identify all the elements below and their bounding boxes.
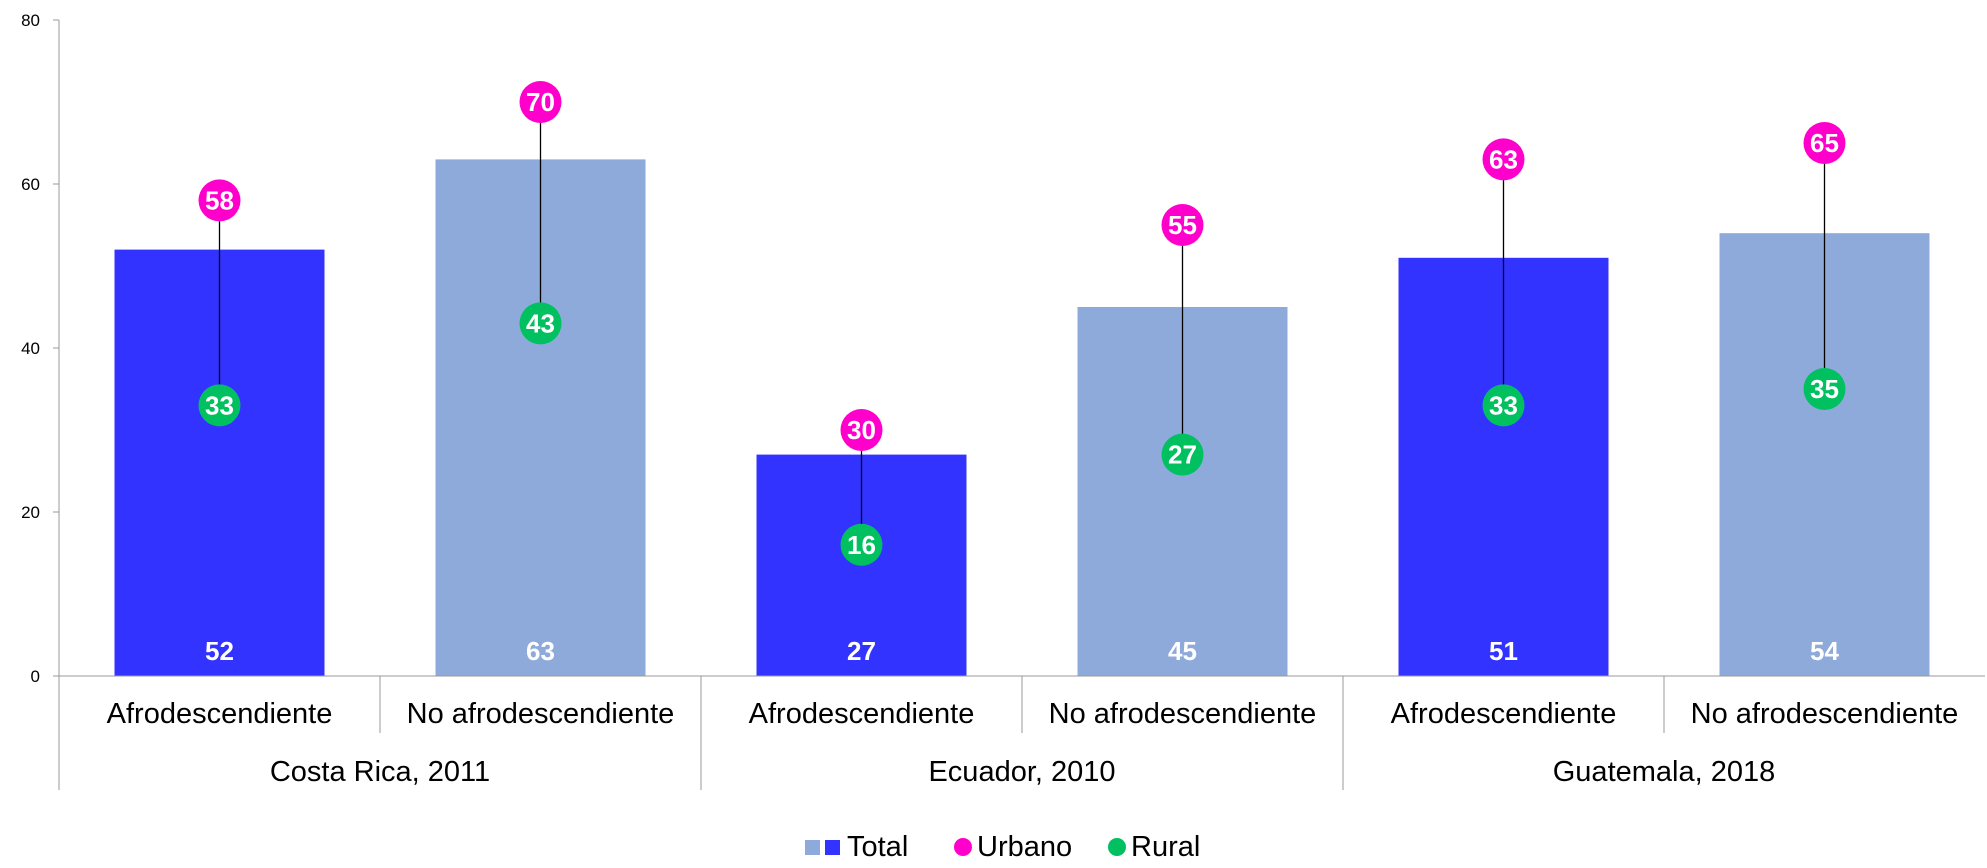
group-label: Costa Rica, 2011 [270, 756, 490, 788]
rural-point [519, 302, 562, 345]
urbano-point [1161, 204, 1204, 246]
urbano-point-label: 63 [1489, 144, 1518, 174]
bar-value-label: 27 [847, 636, 876, 666]
category-label: No afrodescendiente [1049, 698, 1317, 730]
y-tick-label: 80 [21, 11, 40, 30]
bar-value-label: 45 [1168, 636, 1197, 666]
bar-value-label: 51 [1489, 636, 1518, 666]
rural-point-label: 16 [847, 530, 876, 560]
category-label: No afrodescendiente [1691, 698, 1959, 730]
y-tick-label: 60 [21, 175, 40, 194]
category-label: Afrodescendiente [1391, 698, 1617, 730]
urbano-point [198, 179, 241, 222]
rural-point-label: 43 [526, 308, 555, 338]
bar-value-label: 52 [205, 636, 234, 666]
urbano-point [1482, 138, 1525, 181]
rural-point [1482, 384, 1525, 427]
urbano-point [840, 409, 883, 451]
y-tick-label: 20 [21, 503, 40, 522]
urbano-point-label: 55 [1168, 210, 1197, 240]
rural-point-label: 35 [1810, 374, 1839, 404]
rural-point-label: 33 [205, 390, 234, 420]
bar-value-label: 54 [1810, 636, 1839, 666]
category-label: Afrodescendiente [107, 698, 333, 730]
urbano-point-label: 30 [847, 415, 876, 445]
category-label: Afrodescendiente [749, 698, 975, 730]
legend-total-swatch-dark [825, 840, 840, 855]
rural-point-label: 27 [1168, 440, 1197, 470]
legend-urbano-marker [954, 838, 972, 856]
urbano-point-label: 70 [526, 87, 555, 117]
category-label: No afrodescendiente [407, 698, 675, 730]
rural-point [840, 523, 883, 566]
legend-rural-marker [1108, 838, 1126, 856]
urbano-point-label: 58 [205, 185, 234, 215]
y-tick-label: 0 [31, 667, 40, 686]
legend-total-label: Total [847, 831, 908, 863]
urbano-point [519, 81, 562, 123]
y-tick-label: 40 [21, 339, 40, 358]
urbano-point-label: 65 [1810, 128, 1839, 158]
rural-point [198, 384, 241, 427]
legend-rural-label: Rural [1131, 831, 1200, 863]
rural-point [1803, 368, 1846, 410]
legend-urbano-label: Urbano [977, 831, 1072, 863]
bar-value-label: 63 [526, 636, 555, 666]
rural-point-label: 33 [1489, 390, 1518, 420]
group-label: Ecuador, 2010 [928, 756, 1115, 788]
urbano-point [1803, 122, 1846, 164]
group-label: Guatemala, 2018 [1553, 756, 1775, 788]
rural-point [1161, 433, 1204, 476]
legend-total-swatch-light [805, 840, 820, 855]
